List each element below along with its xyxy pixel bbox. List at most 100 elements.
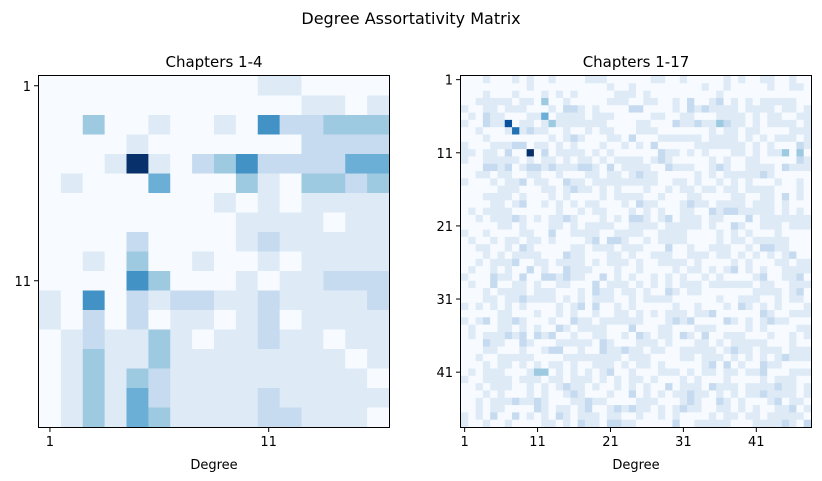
right-heatmap-cell xyxy=(577,105,586,114)
right-heatmap-cell xyxy=(701,361,710,369)
left-heatmap-cell xyxy=(126,173,149,194)
right-heatmap-cell xyxy=(628,105,637,114)
right-heatmap-cell xyxy=(614,258,622,267)
left-heatmap-cell xyxy=(257,271,281,292)
right-heatmap-cell xyxy=(461,105,469,114)
right-heatmap-cell xyxy=(570,280,579,289)
right-heatmap-cell xyxy=(468,119,477,128)
right-heatmap-cell xyxy=(759,200,768,209)
right-heatmap-cell xyxy=(767,390,776,399)
right-heatmap-cell xyxy=(672,185,681,194)
right-heatmap-cell xyxy=(730,324,739,333)
right-heatmap-cell xyxy=(468,258,477,267)
right-heatmap-cell xyxy=(679,346,688,355)
left-heatmap-cell xyxy=(301,76,324,97)
right-heatmap-cell xyxy=(679,163,688,172)
right-heatmap-cell xyxy=(512,258,520,267)
right-heatmap-cell xyxy=(548,244,557,252)
right-heatmap-cell xyxy=(759,295,768,304)
right-heatmap-cell xyxy=(606,375,615,384)
right-heatmap-cell xyxy=(789,368,797,377)
right-heatmap-cell xyxy=(592,288,601,296)
right-heatmap-cell xyxy=(482,266,491,274)
right-heatmap-cell xyxy=(752,317,761,326)
right-heatmap-cell xyxy=(533,412,542,421)
left-heatmap-cell xyxy=(345,193,368,214)
right-heatmap-cell xyxy=(781,273,790,282)
right-heatmap-cell xyxy=(679,266,688,274)
right-heatmap-cell xyxy=(621,310,630,318)
right-heatmap-cell xyxy=(730,375,739,384)
right-heatmap-cell xyxy=(599,119,608,128)
right-heatmap-cell xyxy=(694,302,703,311)
right-heatmap-cell xyxy=(533,207,542,216)
right-heatmap-cell xyxy=(490,346,498,355)
right-heatmap-cell xyxy=(621,258,630,267)
right-heatmap-cell xyxy=(789,273,797,282)
right-heatmap-cell xyxy=(774,229,783,238)
right-heatmap-cell xyxy=(650,288,659,296)
right-heatmap-cell xyxy=(475,127,484,135)
right-heatmap-cell xyxy=(504,288,513,296)
right-heatmap-cell xyxy=(606,353,615,362)
right-heatmap-cell xyxy=(519,149,528,157)
right-heatmap-cell xyxy=(716,288,724,296)
right-heatmap-cell xyxy=(774,83,783,92)
right-heatmap-cell xyxy=(723,105,732,114)
right-heatmap-cell xyxy=(592,419,601,428)
right-heatmap-cell xyxy=(767,317,776,326)
right-heatmap-cell xyxy=(789,266,797,274)
right-heatmap-cell xyxy=(774,141,783,150)
right-heatmap-cell xyxy=(533,251,542,260)
left-heatmap-cell xyxy=(301,388,324,409)
right-heatmap-cell xyxy=(504,419,513,428)
right-heatmap-cell xyxy=(650,251,659,260)
right-heatmap-cell xyxy=(621,288,630,296)
right-heatmap-cell xyxy=(781,258,790,267)
right-heatmap-cell xyxy=(767,149,776,157)
right-heatmap-cell xyxy=(628,346,637,355)
right-heatmap-cell xyxy=(497,222,506,231)
right-heatmap-cell xyxy=(738,266,746,274)
right-heatmap-cell xyxy=(701,280,710,289)
right-heatmap-cell xyxy=(767,346,776,355)
left-heatmap-cell xyxy=(367,310,390,331)
right-heatmap-cell xyxy=(665,163,673,172)
right-heatmap-cell xyxy=(759,193,768,201)
right-heatmap-cell xyxy=(468,97,477,106)
right-heatmap-cell xyxy=(482,412,491,421)
right-heatmap-cell xyxy=(519,222,528,231)
right-heatmap-cell xyxy=(563,127,571,135)
right-heatmap-cell xyxy=(687,236,695,245)
right-heatmap-cell xyxy=(621,339,630,348)
right-heatmap-cell xyxy=(461,214,469,223)
right-heatmap-cell xyxy=(636,163,644,172)
right-heatmap-cell xyxy=(614,288,622,296)
left-heatmap-cell xyxy=(301,193,324,214)
right-heatmap-cell xyxy=(584,214,593,223)
right-heatmap-cell xyxy=(745,127,754,135)
right-heatmap-cell xyxy=(708,266,717,274)
right-heatmap-cell xyxy=(774,331,783,340)
right-heatmap-cell xyxy=(672,302,681,311)
right-heatmap-cell xyxy=(774,280,783,289)
right-x-axis-label: Degree xyxy=(612,458,659,473)
right-heatmap-cell xyxy=(614,178,622,187)
right-heatmap-cell xyxy=(497,412,506,421)
left-heatmap-cell xyxy=(214,76,237,97)
right-heatmap-cell xyxy=(614,222,622,231)
right-heatmap-cell xyxy=(730,331,739,340)
right-heatmap-cell xyxy=(526,141,535,150)
right-heatmap-cell xyxy=(548,214,557,223)
right-heatmap-cell xyxy=(475,273,484,282)
left-heatmap-cell xyxy=(301,290,324,311)
right-heatmap-cell xyxy=(781,331,790,340)
right-heatmap-cell xyxy=(628,112,637,121)
right-heatmap-cell xyxy=(461,317,469,326)
right-heatmap-cell xyxy=(796,310,805,318)
right-heatmap-cell xyxy=(628,339,637,348)
right-heatmap-cell xyxy=(687,273,695,282)
right-heatmap-cell xyxy=(738,185,746,194)
right-heatmap-cell xyxy=(541,317,549,326)
right-heatmap-cell xyxy=(614,141,622,150)
